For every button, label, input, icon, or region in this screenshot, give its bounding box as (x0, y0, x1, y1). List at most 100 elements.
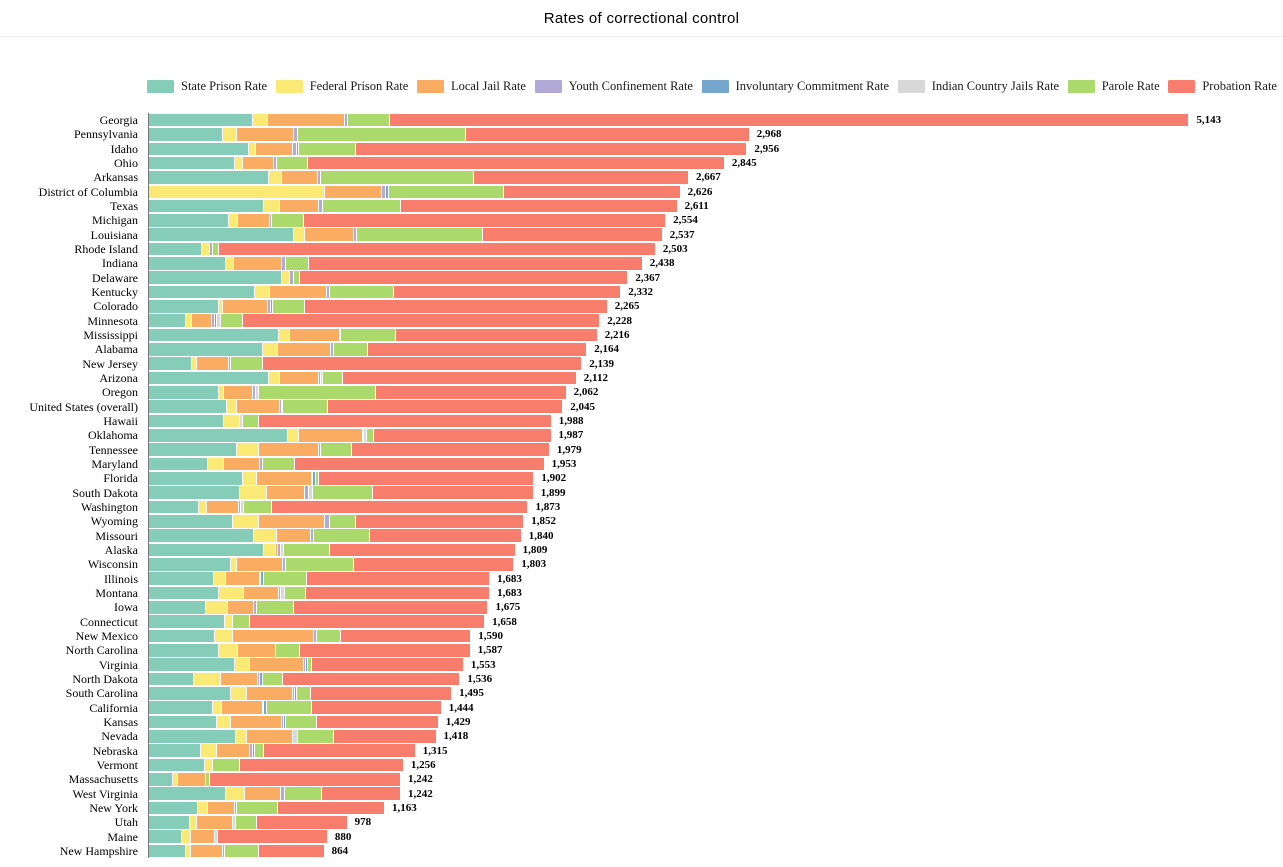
segment-probation[interactable] (351, 443, 549, 456)
segment-youth[interactable] (331, 343, 335, 356)
segment-local-jail[interactable] (192, 314, 213, 328)
segment-probation[interactable] (240, 758, 403, 772)
segment-parole[interactable] (231, 357, 263, 371)
segment-involuntary[interactable] (385, 185, 390, 199)
segment-state-prison[interactable] (149, 515, 234, 528)
segment-probation[interactable] (373, 486, 533, 499)
segment-local-jail[interactable] (191, 830, 216, 843)
segment-local-jail[interactable] (223, 457, 260, 471)
segment-federal-prison[interactable] (213, 572, 226, 585)
segment-state-prison[interactable] (149, 257, 226, 270)
segment-local-jail[interactable] (236, 128, 295, 141)
segment-indian-jails[interactable] (280, 586, 285, 600)
segment-youth[interactable] (319, 443, 322, 456)
segment-probation[interactable] (256, 815, 347, 829)
segment-state-prison[interactable] (149, 486, 241, 499)
segment-parole[interactable] (330, 515, 356, 528)
segment-local-jail[interactable] (267, 486, 306, 499)
segment-probation[interactable] (243, 314, 600, 328)
segment-involuntary[interactable] (313, 472, 316, 485)
segment-local-jail[interactable] (247, 729, 294, 743)
segment-federal-prison[interactable] (227, 400, 237, 414)
segment-youth[interactable] (354, 228, 357, 242)
segment-federal-prison[interactable] (213, 701, 223, 714)
segment-state-prison[interactable] (149, 658, 236, 671)
segment-parole[interactable] (276, 156, 309, 170)
segment-federal-prison[interactable] (235, 156, 243, 170)
legend-item-federal-prison[interactable]: Federal Prison Rate (275, 79, 408, 94)
segment-probation[interactable] (258, 844, 324, 858)
segment-local-jail[interactable] (236, 400, 281, 414)
segment-federal-prison[interactable] (225, 615, 234, 628)
segment-probation[interactable] (368, 343, 587, 356)
segment-state-prison[interactable] (149, 844, 186, 858)
segment-state-prison[interactable] (149, 529, 255, 542)
segment-parole[interactable] (297, 729, 335, 743)
segment-state-prison[interactable] (149, 715, 217, 729)
segment-state-prison[interactable] (149, 500, 199, 514)
segment-parole[interactable] (262, 457, 296, 471)
segment-youth[interactable] (278, 543, 282, 557)
segment-federal-prison[interactable] (287, 429, 300, 442)
segment-probation[interactable] (322, 787, 400, 800)
segment-indian-jails[interactable] (255, 386, 260, 399)
segment-federal-prison[interactable] (248, 142, 257, 156)
segment-state-prison[interactable] (149, 601, 206, 614)
segment-federal-prison[interactable] (264, 543, 277, 557)
segment-local-jail[interactable] (242, 156, 274, 170)
legend-item-youth[interactable]: Youth Confinement Rate (534, 79, 693, 94)
segment-local-jail[interactable] (225, 572, 260, 585)
segment-parole[interactable] (224, 844, 259, 858)
segment-parole[interactable] (307, 658, 313, 671)
segment-state-prison[interactable] (149, 758, 205, 772)
segment-federal-prison[interactable] (268, 171, 282, 184)
segment-state-prison[interactable] (149, 142, 249, 156)
segment-state-prison[interactable] (149, 214, 229, 227)
segment-parole[interactable] (242, 414, 259, 428)
segment-youth[interactable] (282, 558, 286, 571)
segment-state-prison[interactable] (149, 801, 198, 815)
segment-federal-prison[interactable] (281, 271, 291, 285)
segment-state-prison[interactable] (149, 830, 183, 843)
segment-youth[interactable] (325, 515, 331, 528)
segment-parole[interactable] (334, 343, 369, 356)
segment-local-jail[interactable] (224, 386, 254, 399)
segment-involuntary[interactable] (259, 672, 264, 686)
segment-probation[interactable] (218, 830, 327, 843)
segment-federal-prison[interactable] (254, 529, 277, 542)
segment-federal-prison[interactable] (218, 644, 238, 657)
segment-federal-prison[interactable] (253, 113, 269, 127)
segment-parole[interactable] (220, 314, 244, 328)
segment-parole[interactable] (315, 472, 320, 485)
segment-federal-prison[interactable] (240, 486, 268, 499)
segment-youth[interactable] (222, 844, 225, 858)
segment-federal-prison[interactable] (204, 758, 214, 772)
segment-federal-prison[interactable] (202, 242, 211, 256)
segment-indian-jails[interactable] (309, 486, 313, 499)
segment-parole[interactable] (206, 772, 211, 786)
segment-probation[interactable] (295, 457, 544, 471)
segment-probation[interactable] (389, 113, 1189, 127)
segment-parole[interactable] (322, 199, 401, 213)
segment-parole[interactable] (276, 644, 300, 657)
segment-federal-prison[interactable] (236, 729, 247, 743)
segment-probation[interactable] (312, 658, 463, 671)
segment-parole[interactable] (321, 171, 475, 184)
segment-parole[interactable] (348, 113, 390, 127)
segment-indian-jails[interactable] (293, 729, 298, 743)
segment-state-prison[interactable] (149, 543, 265, 557)
segment-youth[interactable] (280, 787, 285, 800)
segment-local-jail[interactable] (243, 586, 279, 600)
segment-local-jail[interactable] (232, 629, 315, 643)
segment-probation[interactable] (356, 142, 747, 156)
segment-probation[interactable] (319, 472, 534, 485)
segment-local-jail[interactable] (324, 185, 383, 199)
segment-state-prison[interactable] (149, 629, 216, 643)
segment-federal-prison[interactable] (192, 357, 198, 371)
segment-parole[interactable] (314, 529, 371, 542)
segment-parole[interactable] (284, 586, 306, 600)
segment-federal-prison[interactable] (263, 343, 279, 356)
segment-federal-prison[interactable] (197, 801, 208, 815)
segment-probation[interactable] (396, 328, 597, 342)
segment-indian-jails[interactable] (217, 314, 221, 328)
